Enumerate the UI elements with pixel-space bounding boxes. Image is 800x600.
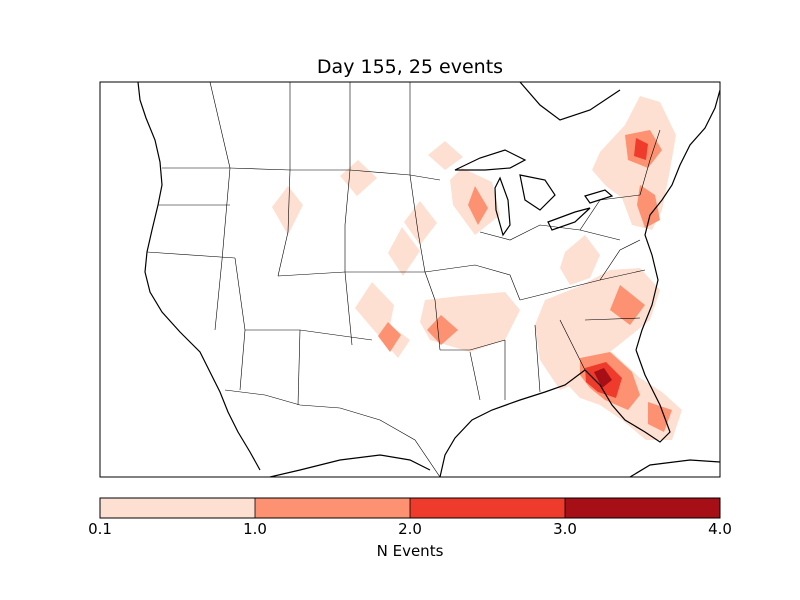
lake-erie xyxy=(547,207,591,231)
us-canada-border xyxy=(162,167,441,181)
colorbar-bin-2 xyxy=(255,498,410,518)
event-area-wisconsin-core xyxy=(468,186,488,225)
colorbar xyxy=(99,497,721,519)
event-area-nebraska xyxy=(388,227,420,276)
colorbar-tick-2: 2.0 xyxy=(398,520,422,538)
boundary-layer xyxy=(146,82,661,477)
coastline-layer xyxy=(137,82,720,477)
event-area-montana xyxy=(272,186,303,235)
event-area-florida-peak xyxy=(594,368,612,388)
colorbar-tick-1: 1.0 xyxy=(243,520,267,538)
lake-huron xyxy=(519,174,556,211)
us-mexico-border xyxy=(224,389,441,477)
colorbar-bin-4 xyxy=(565,498,720,518)
florida-coastline xyxy=(584,349,671,443)
pacific-coastline xyxy=(137,82,261,471)
colorbar-label: N Events xyxy=(376,542,444,560)
event-area-north-dakota xyxy=(340,160,377,196)
event-area-new-jersey-core xyxy=(637,185,660,228)
colorbar-bin-3 xyxy=(410,498,565,518)
event-density-layer xyxy=(272,96,682,440)
event-area-northeast xyxy=(592,96,676,230)
lake-michigan xyxy=(494,176,511,237)
event-area-ontario xyxy=(428,141,463,170)
event-area-northeast-inner xyxy=(634,138,648,160)
gulf-coastline xyxy=(439,369,586,477)
colorbar-bin-1 xyxy=(100,498,255,518)
colorbar-tick-0: 0.1 xyxy=(88,520,112,538)
cuba-coastline xyxy=(629,459,720,477)
map-frame xyxy=(99,81,721,478)
colorbar-tick-4: 4.0 xyxy=(708,520,732,538)
event-area-texas-panhandle xyxy=(355,282,410,358)
event-area-south-dakota xyxy=(404,201,437,245)
hudson-bay-coastline xyxy=(519,82,621,121)
atlantic-coastline xyxy=(635,89,720,351)
mexico-coastline xyxy=(269,454,431,477)
event-area-texas-core xyxy=(378,322,401,352)
event-area-oklahoma-core xyxy=(427,315,458,345)
lake-superior xyxy=(454,149,527,171)
lake-ontario xyxy=(584,189,614,204)
colorbar-tick-3: 3.0 xyxy=(553,520,577,538)
event-area-virginia xyxy=(560,235,600,285)
event-area-carolina-core xyxy=(610,285,645,325)
event-area-florida-south xyxy=(648,402,672,432)
map-title: Day 155, 25 events xyxy=(316,56,504,78)
